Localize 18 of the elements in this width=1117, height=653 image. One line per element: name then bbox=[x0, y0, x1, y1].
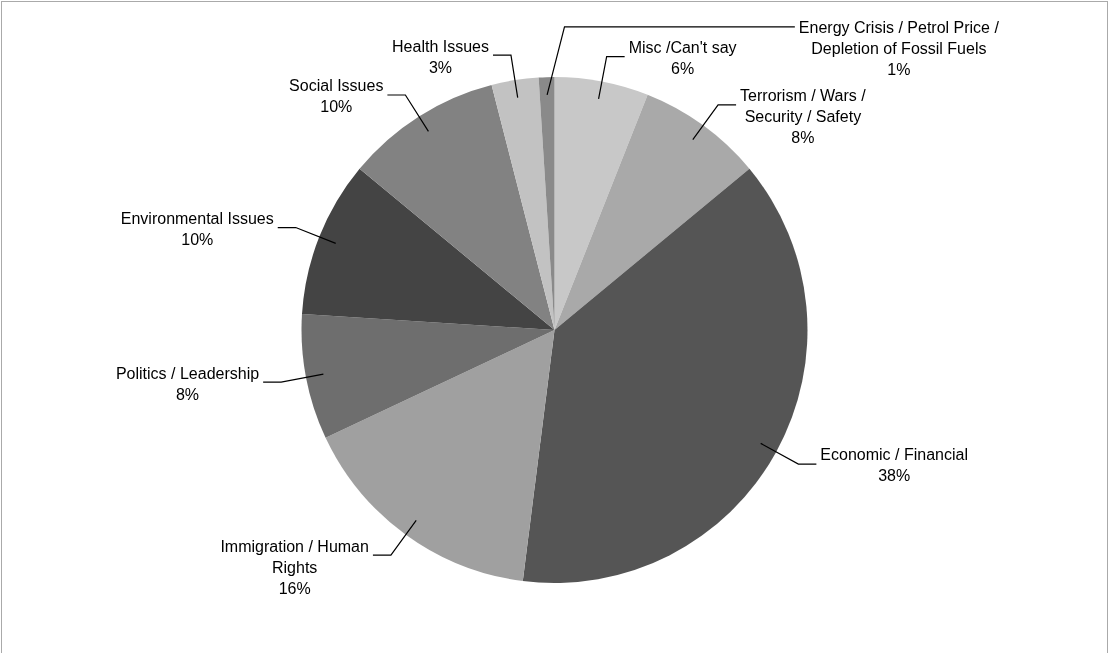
slice-label: Energy Crisis / Petrol Price / Depletion of Fossil Fuels bbox=[798, 19, 1000, 58]
data-label: 38% bbox=[878, 467, 911, 485]
slice-label: Environmental Issues bbox=[120, 209, 274, 227]
slice-label: Terrorism / Wars / Security / Safety bbox=[740, 87, 867, 126]
slice-label: Immigration / Human Rights bbox=[220, 537, 369, 576]
data-label: 16% bbox=[278, 579, 311, 597]
slice-label: Health Issues bbox=[392, 37, 489, 55]
data-label: 6% bbox=[671, 60, 695, 78]
data-label: 10% bbox=[181, 230, 214, 248]
slice-label: Misc /Can't say bbox=[628, 39, 737, 57]
data-label: 8% bbox=[791, 129, 815, 147]
data-label: 10% bbox=[320, 98, 353, 116]
slice-label: Economic / Financial bbox=[820, 446, 968, 464]
slice-label: Social Issues bbox=[289, 77, 384, 95]
data-label: 3% bbox=[428, 58, 453, 76]
data-label: 8% bbox=[175, 385, 200, 403]
slice-label: Politics / Leadership bbox=[115, 364, 260, 382]
data-label: 1% bbox=[887, 61, 911, 79]
